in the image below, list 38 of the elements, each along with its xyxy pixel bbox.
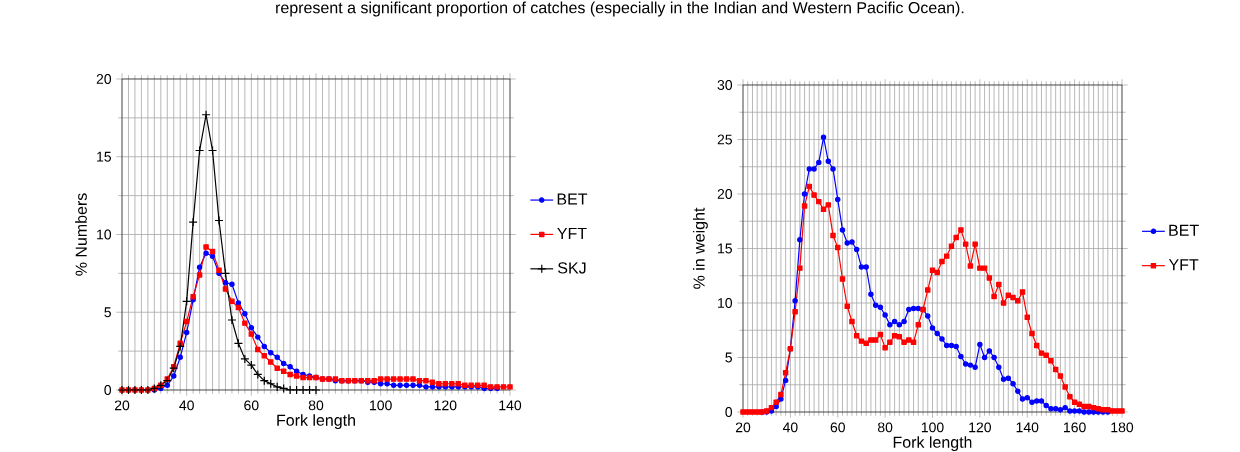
- x-tick-label: 100: [370, 400, 392, 411]
- y-tick-label: 10: [97, 229, 112, 240]
- x-tick-label: 40: [782, 422, 798, 433]
- y-tick-label: 20: [717, 189, 733, 199]
- y-tick-label: 15: [97, 151, 112, 162]
- y-tick-label: 0: [104, 385, 112, 395]
- x-tick-label: 60: [830, 422, 845, 433]
- text: represent a significant proportion of catches (especially in the Indian and Western Pacific Ocean).: [276, 1, 964, 17]
- y-axis-title: % Numbers: [75, 193, 87, 276]
- x-axis-title: Fork length: [277, 414, 355, 430]
- y-tick-label: 5: [104, 307, 112, 318]
- x-tick-label: 60: [244, 400, 259, 411]
- x-tick-label: 20: [114, 400, 130, 411]
- x-tick-label: 120: [434, 400, 457, 411]
- y-tick-label: 10: [718, 298, 733, 308]
- legend-label: BET: [557, 193, 588, 205]
- x-tick-label: 80: [308, 400, 324, 411]
- x-tick-label: 180: [1111, 422, 1134, 433]
- y-tick-label: 0: [725, 407, 733, 417]
- y-axis-title: % in weight: [692, 207, 708, 289]
- x-tick-label: 140: [1016, 422, 1039, 433]
- legend-label: BET: [1169, 224, 1199, 236]
- y-tick-label: 20: [96, 74, 112, 84]
- x-tick-label: 120: [969, 422, 991, 433]
- x-tick-label: 160: [1064, 422, 1086, 433]
- y-tick-label: 25: [717, 134, 733, 145]
- y-tick-label: 30: [717, 80, 733, 90]
- legend-label: YFT: [1168, 259, 1199, 271]
- x-axis-title: Fork length: [893, 436, 972, 452]
- x-tick-label: 80: [877, 422, 893, 433]
- x-tick-label: 100: [921, 422, 944, 433]
- legend-label: YFT: [557, 227, 587, 239]
- x-tick-label: 40: [179, 400, 194, 411]
- y-tick-label: 5: [725, 352, 733, 363]
- x-tick-label: 20: [735, 422, 751, 433]
- legend-label: SKJ: [558, 262, 586, 274]
- y-tick-label: 15: [718, 243, 733, 254]
- x-tick-label: 140: [499, 400, 522, 411]
